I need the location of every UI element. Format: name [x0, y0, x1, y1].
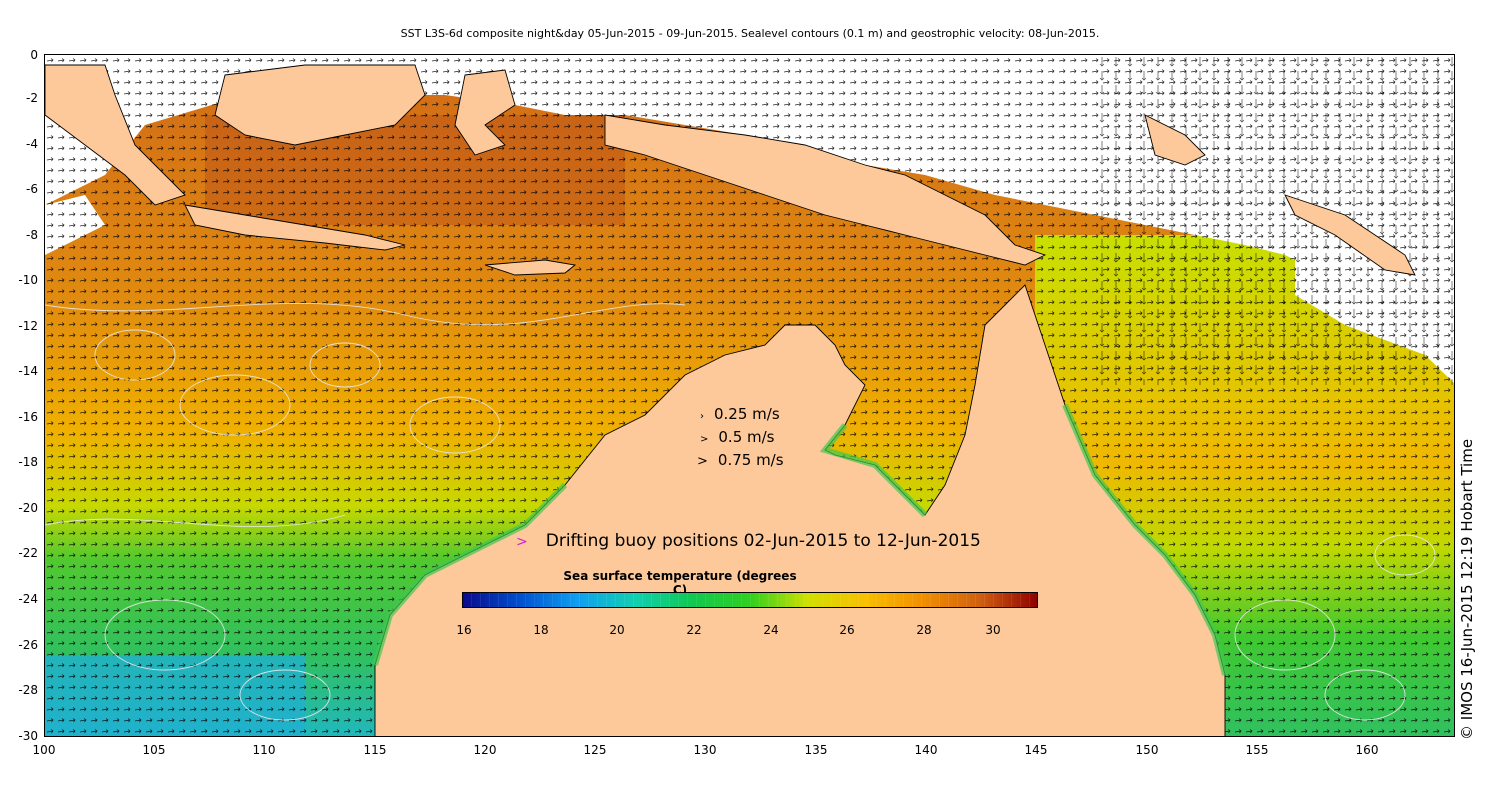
speed-legend-row: › 0.25 m/s: [700, 405, 780, 423]
colorbar-tick: 16: [456, 623, 472, 637]
y-tick: -10: [18, 273, 38, 287]
speed-legend-row: >0.75 m/s: [697, 451, 784, 469]
colorbar-tick: 30: [985, 623, 1001, 637]
x-tick: 160: [1355, 743, 1379, 757]
copyright-notice: © IMOS 16-Jun-2015 12:19 Hobart Time: [1458, 438, 1476, 740]
y-tick: -2: [26, 91, 38, 105]
x-tick: 130: [693, 743, 717, 757]
x-tick: 125: [583, 743, 607, 757]
x-tick: 105: [142, 743, 166, 757]
speed-label: 0.5 m/s: [718, 428, 775, 446]
x-tick: 100: [32, 743, 56, 757]
arrow-medium-icon: >: [700, 434, 709, 445]
coast-green-gulf: [819, 423, 928, 518]
colorbar-tick: 18: [533, 623, 549, 637]
arrow-large-icon: >: [697, 454, 708, 469]
y-tick: -8: [26, 228, 38, 242]
colorbar-tick: 28: [916, 623, 932, 637]
coast-green-w: [372, 482, 568, 666]
colorbar-tick: 22: [686, 623, 702, 637]
y-tick: 0: [30, 48, 38, 62]
y-tick: -6: [26, 182, 38, 196]
y-tick: -14: [18, 364, 38, 378]
x-tick: 155: [1245, 743, 1269, 757]
speed-label: 0.25 m/s: [714, 405, 780, 423]
land-new-guinea: [604, 114, 1047, 266]
land-sumatra: [45, 64, 186, 206]
y-tick: -18: [18, 455, 38, 469]
colorbar: [462, 592, 1038, 608]
speed-legend-row: >0.5 m/s: [700, 428, 775, 446]
coast-green-e: [1062, 403, 1228, 676]
colorbar-tick: 26: [839, 623, 855, 637]
land-solomons: [1284, 194, 1416, 276]
buoy-label: Drifting buoy positions 02-Jun-2015 to 1…: [545, 531, 981, 551]
x-tick: 120: [473, 743, 497, 757]
x-tick: 110: [252, 743, 276, 757]
land-java: [184, 204, 406, 251]
colorbar-tick: 20: [609, 623, 625, 637]
speed-label: 0.75 m/s: [717, 451, 784, 469]
y-tick: -4: [26, 137, 38, 151]
colorbar-bands: [463, 593, 1037, 607]
x-tick: 115: [363, 743, 387, 757]
map-title: SST L3S-6d composite night&day 05-Jun-20…: [400, 27, 1100, 40]
y-tick: -22: [18, 546, 38, 560]
x-tick: 135: [804, 743, 828, 757]
land: [45, 64, 1416, 736]
buoy-marker-icon: >: [516, 534, 528, 550]
sst-map[interactable]: [44, 54, 1455, 737]
land-png-east: [1144, 114, 1206, 166]
x-tick: 140: [914, 743, 938, 757]
land-sulawesi: [454, 69, 516, 156]
y-tick: -28: [18, 683, 38, 697]
arrow-small-icon: ›: [700, 411, 704, 422]
sst-map-canvas: [45, 55, 1454, 736]
land-borneo: [214, 64, 426, 146]
velocity-field-ne: [1095, 55, 1454, 385]
colorbar-tick: 24: [763, 623, 779, 637]
y-tick: -12: [18, 319, 38, 333]
y-tick: -20: [18, 501, 38, 515]
buoy-legend: > Drifting buoy positions 02-Jun-2015 to …: [516, 531, 981, 551]
y-tick: -26: [18, 638, 38, 652]
x-tick: 150: [1135, 743, 1159, 757]
y-tick: -24: [18, 592, 38, 606]
y-tick: -30: [18, 729, 38, 743]
land-timor: [484, 259, 577, 276]
y-tick: -16: [18, 410, 38, 424]
sealevel-contours: [45, 302, 1436, 721]
x-tick: 145: [1024, 743, 1048, 757]
